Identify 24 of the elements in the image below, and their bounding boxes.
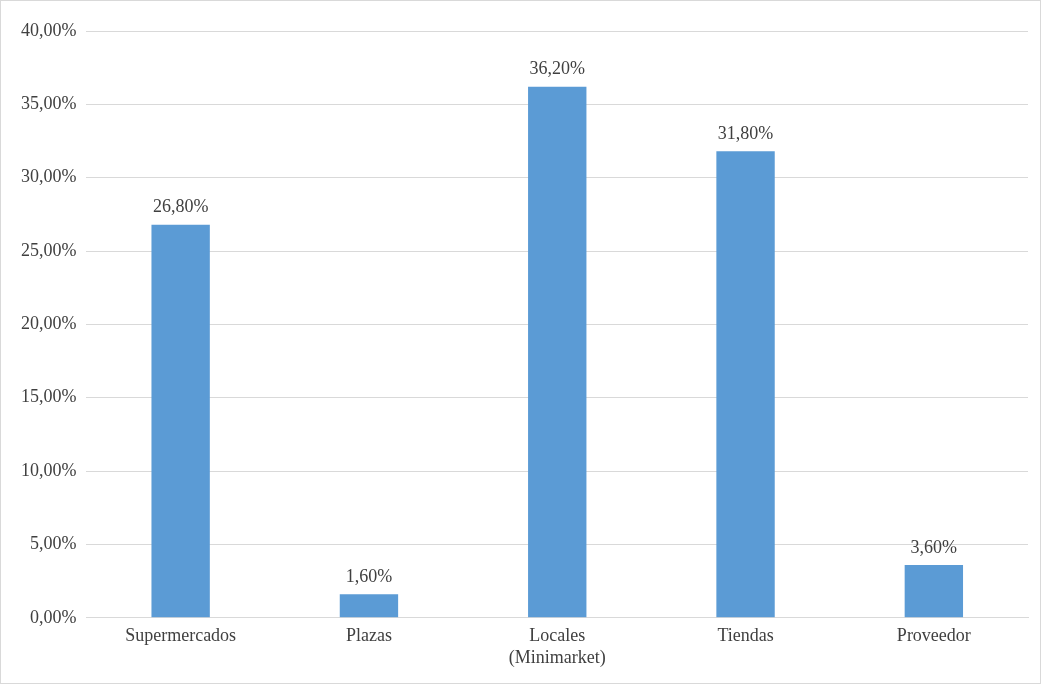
y-tick-label: 20,00%: [20, 313, 77, 334]
y-tick-label: 30,00%: [20, 166, 77, 187]
y-tick-label: 40,00%: [20, 19, 77, 40]
y-tick-label: 25,00%: [20, 239, 77, 260]
y-tick-label: 5,00%: [29, 533, 77, 554]
x-tick-label: Supermercados: [125, 625, 237, 646]
data-label: 26,80%: [152, 196, 209, 217]
x-tick-label: Tiendas: [717, 625, 774, 646]
x-tick-label: Plazas: [345, 625, 392, 646]
bar: [904, 564, 964, 618]
data-label: 3,60%: [910, 536, 958, 557]
data-label: 36,20%: [529, 58, 585, 79]
x-tick-label: Locales (Minimarket): [508, 625, 606, 668]
data-label: 1,60%: [345, 566, 393, 587]
bar: [339, 594, 399, 618]
y-tick-label: 35,00%: [20, 93, 77, 114]
bar: [151, 224, 210, 618]
bar: [528, 86, 587, 618]
x-tick-label: Proveedor: [896, 625, 971, 646]
bar: [716, 151, 775, 618]
y-tick-label: 15,00%: [20, 386, 77, 407]
data-label: 31,80%: [717, 123, 774, 144]
y-tick-label: 10,00%: [20, 459, 77, 480]
y-tick-label: 0,00%: [29, 606, 77, 627]
